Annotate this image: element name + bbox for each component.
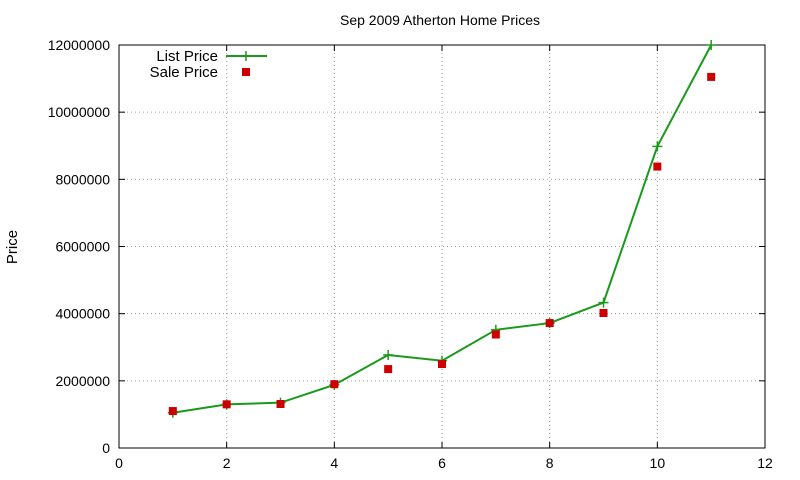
y-tick-label: 8000000 [55, 171, 110, 187]
legend-swatch-sale-price [242, 68, 250, 76]
y-tick-label: 4000000 [55, 306, 110, 322]
sale-price-point [653, 162, 662, 171]
sale-price-point [438, 360, 446, 369]
legend-marker-list-price [241, 51, 251, 61]
sale-price-point [330, 380, 339, 389]
x-tick-label: 2 [223, 455, 231, 471]
legend-marker-sale-price [242, 68, 250, 76]
legend: List Price Sale Price [150, 48, 267, 81]
x-tick-label: 0 [115, 455, 123, 471]
axis-ticks: 0 2 4 6 8 10 12 0 2000000 4000000 6000000 8000000 10… [48, 37, 773, 471]
list-price-point [383, 349, 394, 360]
sale-price-point [599, 308, 608, 317]
legend-label-list-price: List Price [156, 48, 218, 65]
x-tick-label: 8 [546, 455, 554, 471]
sale-price-point [491, 330, 500, 339]
grid [119, 45, 765, 448]
x-tick-label: 12 [757, 455, 773, 471]
legend-label-sale-price: Sale Price [150, 64, 218, 81]
y-tick-label: 6000000 [55, 239, 110, 255]
list-price-point [652, 141, 663, 152]
list-price-point [706, 40, 717, 50]
y-axis-label: Price [4, 230, 21, 264]
y-tick-label: 2000000 [55, 373, 110, 389]
x-tick-label: 6 [438, 455, 446, 471]
chart-title: Sep 2009 Atherton Home Prices [340, 12, 540, 28]
sale-price-point [222, 400, 231, 409]
y-tick-label: 0 [102, 440, 110, 456]
sale-price-point [276, 400, 285, 409]
y-tick-label: 12000000 [48, 37, 111, 53]
sale-price-point [545, 319, 554, 328]
x-tick-label: 4 [330, 455, 338, 471]
x-tick-label: 10 [650, 455, 666, 471]
sale-price-point [707, 72, 716, 81]
series-layer [167, 40, 717, 418]
list-price-point [598, 297, 609, 308]
legend-swatch-list-price [226, 51, 267, 61]
sale-price-point [168, 407, 177, 416]
sale-price-point [384, 365, 393, 374]
y-tick-label: 10000000 [48, 104, 111, 120]
